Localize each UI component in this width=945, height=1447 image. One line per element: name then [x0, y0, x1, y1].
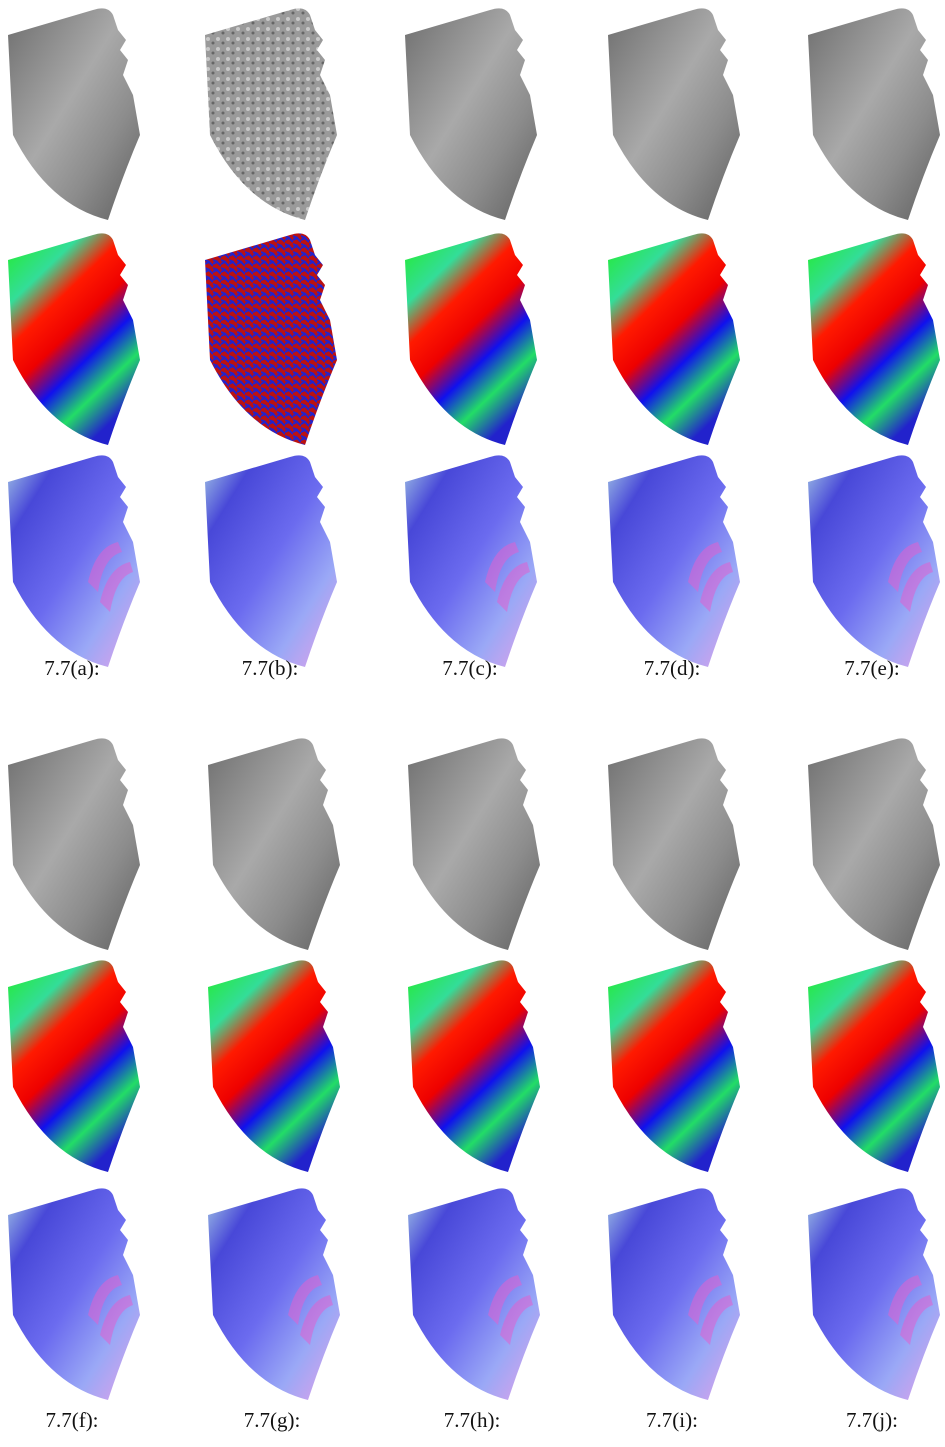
panel-label: 7.7(b): [242, 656, 299, 680]
panel-label: 7.7(h): [444, 1408, 501, 1432]
panel-label: 7.7(c): [442, 656, 497, 680]
panel-label: 7.7(f): [45, 1408, 98, 1432]
panel-label: 7.7(i): [646, 1408, 698, 1432]
panel-label: 7.7(e): [844, 656, 899, 680]
panel-label: 7.7(d): [644, 656, 701, 680]
panel-label: 7.7(a): [44, 656, 99, 680]
panel-label: 7.7(g): [244, 1408, 301, 1432]
figure: 7.7(a): 7.7(b): 7.7(c): 7.7(d): 7.7(e): … [0, 0, 945, 1447]
panel-label: 7.7(j): [846, 1408, 898, 1432]
panel-grid [8, 8, 940, 1400]
